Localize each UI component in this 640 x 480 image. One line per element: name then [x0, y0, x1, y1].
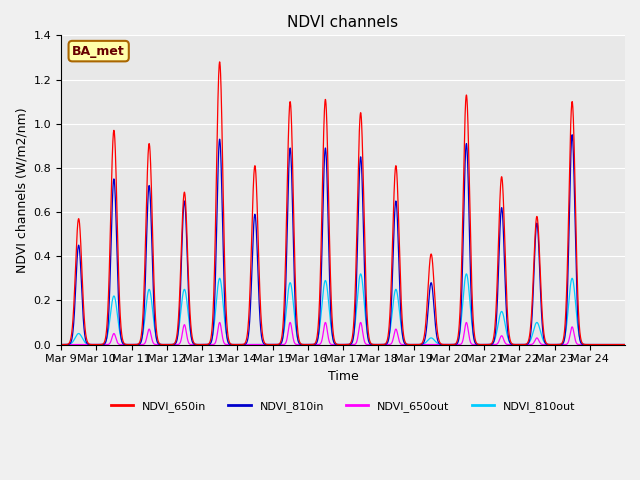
NDVI_810out	[465, 290, 473, 296]
NDVI_650in	[501, 250, 509, 256]
Line: NDVI_810out: NDVI_810out	[61, 274, 625, 345]
NDVI_810out	[415, 342, 423, 348]
NDVI_650in	[415, 342, 423, 348]
NDVI_650in	[615, 342, 623, 348]
NDVI_810in	[173, 339, 180, 345]
NDVI_650out	[216, 320, 223, 325]
NDVI_650in	[621, 342, 629, 348]
Line: NDVI_650out: NDVI_650out	[61, 323, 625, 345]
NDVI_650out	[501, 340, 509, 346]
NDVI_810in	[615, 342, 623, 348]
NDVI_650in	[465, 171, 473, 177]
Legend: NDVI_650in, NDVI_810in, NDVI_650out, NDVI_810out: NDVI_650in, NDVI_810in, NDVI_650out, NDV…	[106, 396, 580, 416]
NDVI_650in	[535, 239, 543, 244]
NDVI_810in	[501, 273, 509, 279]
NDVI_650out	[57, 342, 65, 348]
Line: NDVI_650in: NDVI_650in	[61, 62, 625, 345]
NDVI_650out	[621, 342, 629, 348]
Y-axis label: NDVI channels (W/m2/nm): NDVI channels (W/m2/nm)	[15, 107, 28, 273]
NDVI_650out	[415, 342, 423, 348]
NDVI_650in	[173, 335, 180, 340]
NDVI_650out	[535, 338, 543, 344]
NDVI_650out	[615, 342, 623, 348]
NDVI_810in	[57, 342, 65, 348]
NDVI_650out	[465, 334, 473, 339]
NDVI_810out	[535, 323, 543, 329]
NDVI_810out	[463, 271, 470, 277]
NDVI_810in	[415, 342, 423, 348]
NDVI_810in	[621, 342, 629, 348]
NDVI_810in	[535, 245, 543, 251]
NDVI_810out	[621, 342, 629, 348]
NDVI_810in	[568, 132, 576, 138]
NDVI_810out	[173, 337, 180, 343]
Text: BA_met: BA_met	[72, 45, 125, 58]
NDVI_810in	[465, 210, 473, 216]
NDVI_650in	[216, 59, 223, 65]
NDVI_810out	[501, 322, 509, 327]
NDVI_650out	[173, 342, 180, 348]
NDVI_810out	[615, 342, 623, 348]
X-axis label: Time: Time	[328, 370, 358, 383]
NDVI_650in	[57, 342, 65, 348]
Line: NDVI_810in: NDVI_810in	[61, 135, 625, 345]
NDVI_810out	[57, 342, 65, 348]
Title: NDVI channels: NDVI channels	[287, 15, 399, 30]
